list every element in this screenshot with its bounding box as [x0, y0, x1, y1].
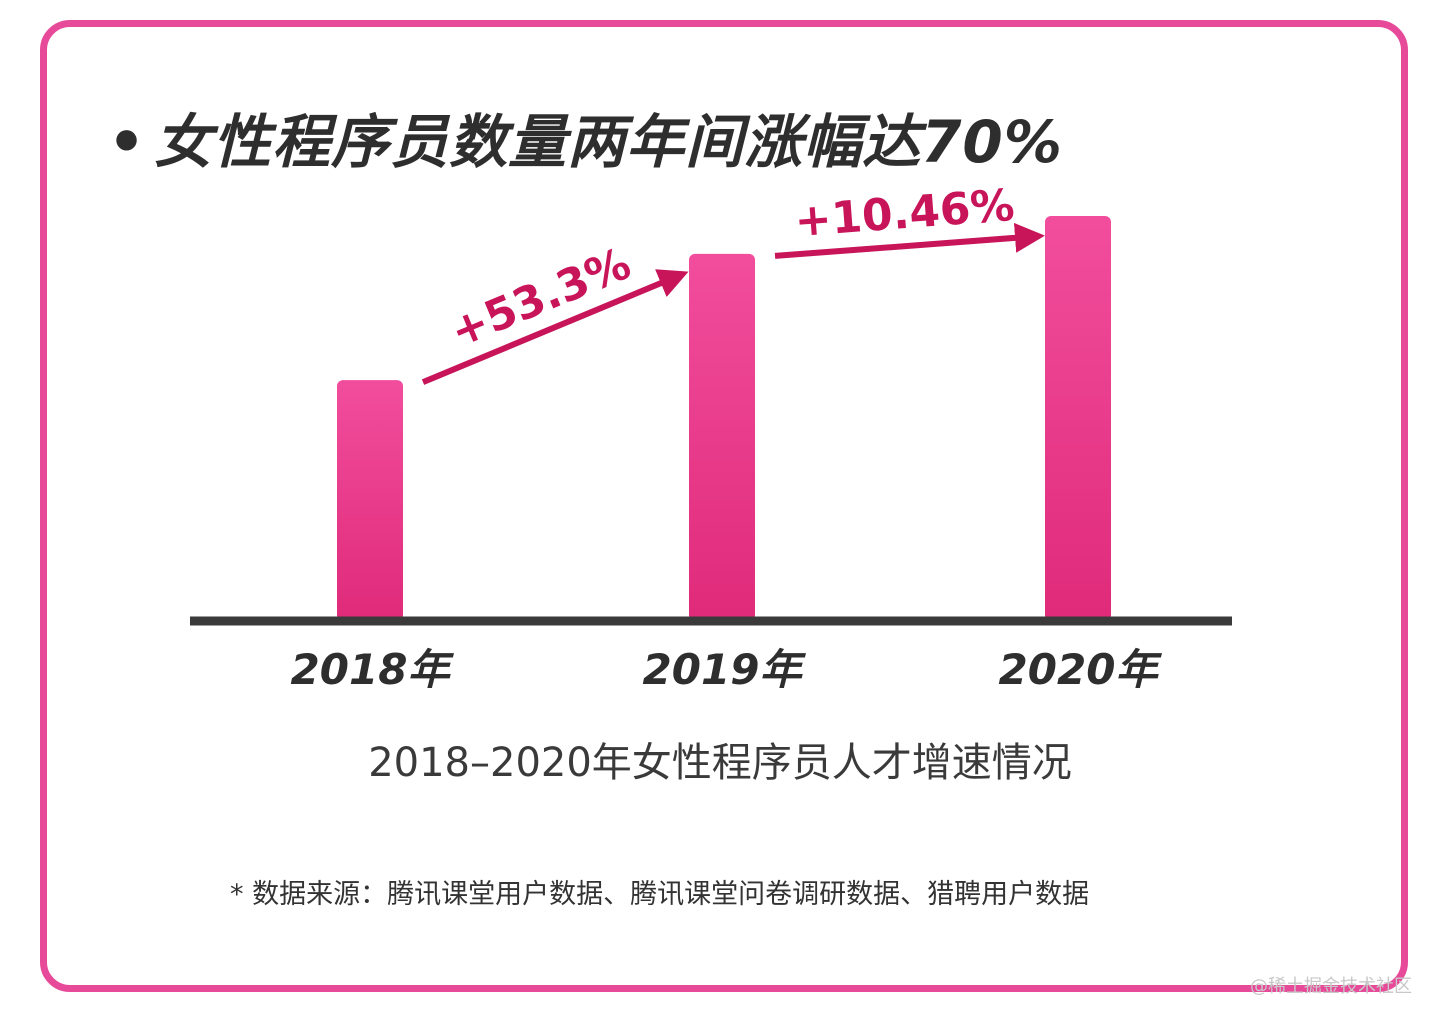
growth-arrow-0	[421, 269, 689, 385]
bullet-dot: •	[108, 108, 147, 176]
growth-label-0: +53.3%	[443, 238, 638, 358]
bar-2	[1045, 216, 1111, 622]
x-tick-label-0: 2018年	[291, 645, 455, 694]
data-source-note: * 数据来源：腾讯课堂用户数据、腾讯课堂问卷调研数据、猎聘用户数据	[230, 879, 1090, 910]
chart-caption: 2018–2020年女性程序员人才增速情况	[368, 740, 1072, 786]
headline-text: 女性程序员数量两年间涨幅达70%	[154, 108, 1063, 176]
x-tick-labels-group: 2018年 2019年 2020年	[291, 645, 1163, 694]
bar-0	[337, 380, 403, 621]
bars-group	[337, 216, 1111, 622]
growth-label-1: +10.46%	[793, 180, 1016, 247]
bar-1	[689, 253, 755, 621]
growth-arrow-1	[774, 222, 1045, 259]
x-tick-label-2: 2020年	[999, 645, 1163, 694]
watermark: @稀土掘金技术社区	[1250, 976, 1412, 997]
x-tick-label-1: 2019年	[643, 645, 807, 694]
headline: • 女性程序员数量两年间涨幅达70%	[108, 95, 1063, 179]
